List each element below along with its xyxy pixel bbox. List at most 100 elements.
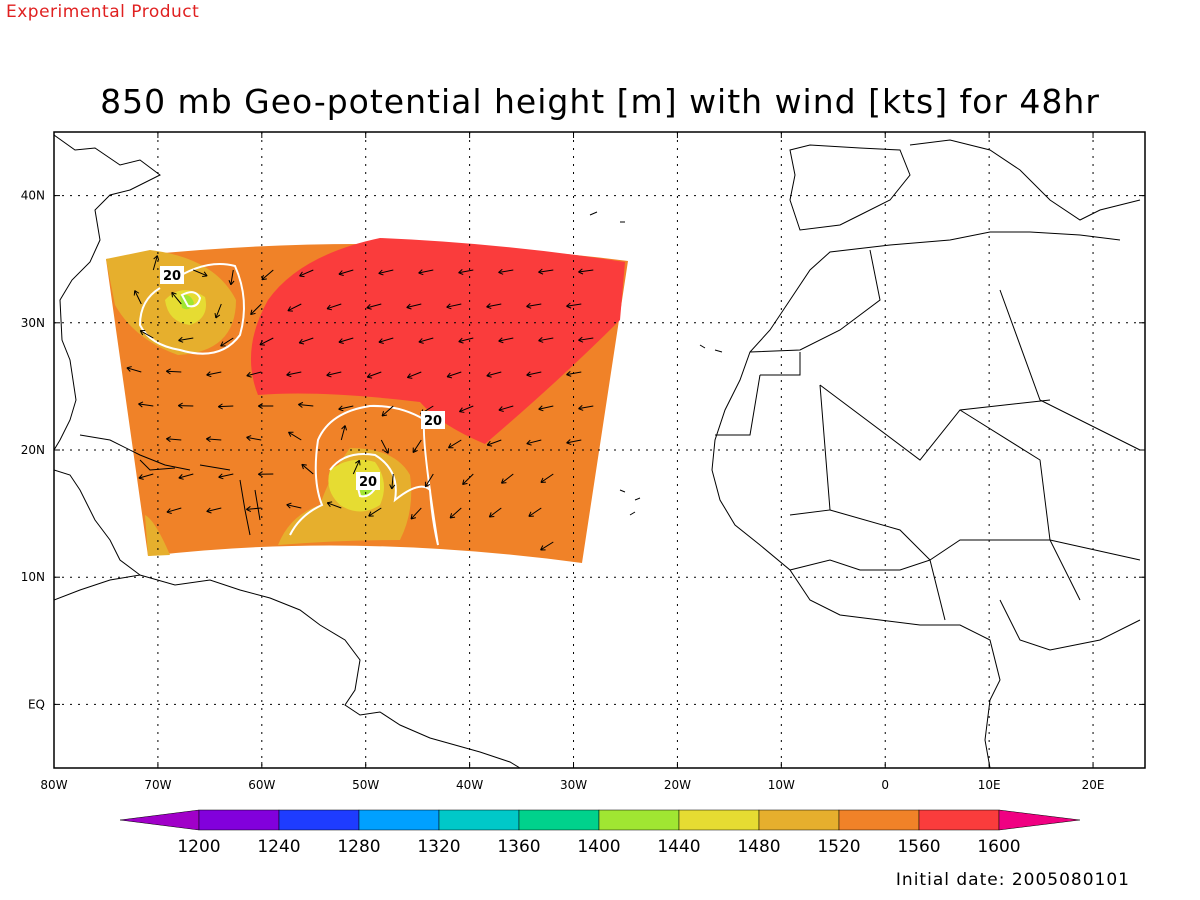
colorbar-segment — [678, 809, 760, 831]
lon-tick-label: 20E — [1082, 778, 1105, 792]
wind-arrow — [288, 431, 302, 441]
wind-arrow — [166, 368, 182, 375]
colorbar-label: 1600 — [977, 837, 1020, 857]
contour-label-north: 20 — [163, 269, 181, 284]
wind-arrow — [578, 336, 594, 343]
lon-tick-label: 30W — [560, 778, 587, 792]
wind-arrow — [381, 405, 394, 417]
wind-arrow — [246, 435, 262, 442]
country-borders — [715, 249, 1141, 651]
wind-arrow — [299, 269, 314, 278]
colorbar-high-extension — [998, 809, 1081, 831]
colorbar-label: 1280 — [337, 837, 380, 857]
wind-arrow — [338, 405, 354, 412]
wind-arrow — [458, 337, 474, 344]
wind-arrow — [126, 366, 142, 373]
wind-arrow — [458, 269, 474, 275]
colorbar-segment — [518, 809, 600, 831]
wind-arrow — [218, 473, 234, 480]
wind-arrow — [446, 303, 462, 310]
colorbar-label: 1560 — [897, 837, 940, 857]
lon-tick-label: 70W — [144, 778, 171, 792]
wind-arrow — [218, 403, 234, 410]
north-america-gulf — [54, 469, 141, 576]
initial-date: Initial date: 2005080101 — [895, 870, 1130, 890]
wind-arrow — [488, 507, 502, 518]
isotach-north — [138, 263, 245, 355]
wind-arrow — [526, 371, 542, 378]
wind-arrow — [286, 371, 302, 378]
wind-arrow — [538, 337, 554, 343]
wind-arrow — [410, 507, 422, 520]
wind-arrow — [193, 269, 208, 278]
colorbar-segment — [838, 809, 920, 831]
wind-arrow — [380, 439, 390, 454]
wind-arrow — [166, 507, 182, 514]
border-libya — [999, 289, 1141, 451]
wind-arrow — [220, 337, 234, 347]
colorbar-label: 1440 — [657, 837, 700, 857]
colorbar: 1200 1240 1280 1320 1360 1400 1440 1480 1520 1560… — [119, 809, 1081, 857]
colorbar-label: 1520 — [817, 837, 860, 857]
colorbar-label: 1480 — [737, 837, 780, 857]
wind-arrow — [459, 405, 474, 413]
wind-arrow — [406, 371, 422, 379]
wind-arrow — [566, 302, 582, 309]
wind-arrow — [566, 439, 582, 446]
wind-arrow — [412, 439, 422, 454]
africa-west-coast — [711, 231, 1121, 768]
colorbar-segment — [918, 809, 1000, 831]
wind-arrow — [301, 463, 314, 475]
colorbar-label: 1320 — [417, 837, 460, 857]
wind-arrow — [250, 303, 262, 316]
border-nigeria-cameroon — [999, 599, 1141, 651]
colorbar-segment — [438, 809, 520, 831]
wind-arrow — [298, 337, 314, 345]
lon-tick-label: 10W — [768, 778, 795, 792]
wind-arrow — [486, 371, 502, 378]
border-western-sahara — [715, 352, 801, 436]
lat-tick-label: 30N — [21, 316, 45, 330]
iberia-coast — [789, 144, 911, 231]
wind-arrow — [526, 439, 542, 446]
colorbar-segment — [758, 809, 840, 831]
wind-arrow — [424, 473, 434, 488]
lon-tick-label: 80W — [40, 778, 67, 792]
wind-arrow — [258, 471, 274, 478]
caribbean-islands — [79, 434, 261, 536]
wind-arrow — [228, 269, 235, 286]
wind-vectors — [126, 255, 594, 551]
wind-arrow — [206, 371, 222, 378]
wind-arrow — [326, 303, 342, 311]
lon-tick-label: 60W — [248, 778, 275, 792]
map-title: 850 mb Geo-potential height [m] with win… — [100, 82, 1100, 121]
wind-arrow — [538, 268, 554, 275]
wind-arrow — [206, 436, 222, 443]
wind-arrow — [378, 269, 394, 276]
wind-arrow — [139, 330, 154, 339]
wind-arrow — [366, 303, 382, 310]
lon-tick-label: 40W — [456, 778, 483, 792]
wind-arrow — [540, 473, 554, 483]
wind-arrow — [378, 337, 394, 344]
wind-arrow — [462, 473, 474, 486]
lon-tick-label: 10E — [978, 778, 1001, 792]
wind-arrow — [500, 473, 514, 484]
colorbar-segment — [278, 809, 360, 831]
wind-arrow — [287, 303, 302, 312]
wind-arrow — [368, 507, 382, 517]
wind-arrow — [286, 502, 302, 509]
wind-arrow — [138, 473, 154, 480]
border-west-africa — [789, 559, 946, 621]
wind-arrow — [171, 291, 182, 305]
colorbar-label: 1200 — [177, 837, 220, 857]
wind-arrow — [418, 269, 434, 276]
axis-tick-labels: 80W 70W 60W 50W 40W 30W 20W 10W 0 10E 20E 40N 30N 20N… — [21, 189, 1105, 792]
wind-arrow — [578, 268, 594, 275]
wind-arrow — [406, 303, 422, 310]
axis-ticks — [53, 132, 1145, 768]
wind-arrow — [133, 290, 142, 305]
colorbar-label: 1400 — [577, 837, 620, 857]
mediterranean-north — [909, 139, 1141, 221]
